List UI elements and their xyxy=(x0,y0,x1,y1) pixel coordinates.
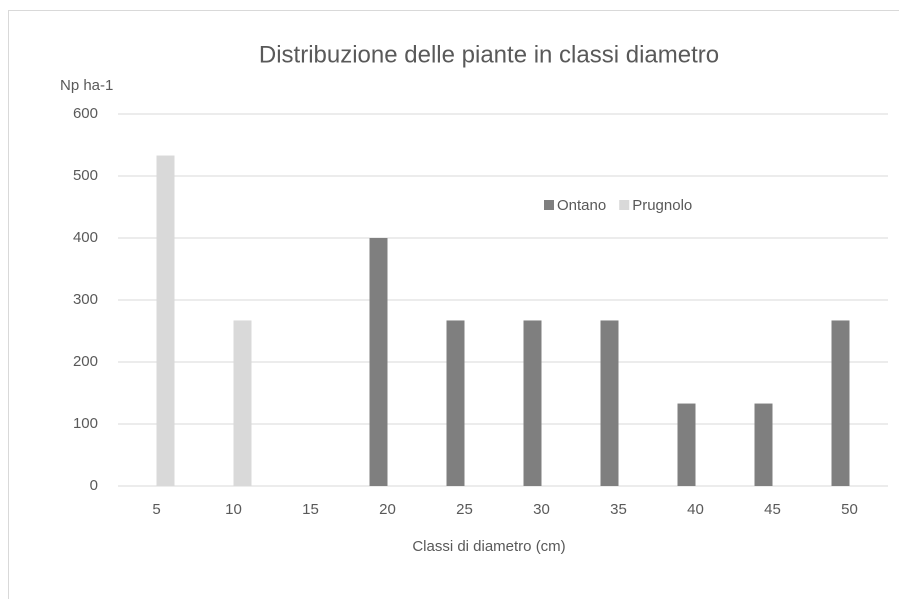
x-tick-label: 15 xyxy=(302,501,319,518)
bar xyxy=(234,320,252,486)
x-tick-label: 25 xyxy=(456,501,473,518)
y-tick-label: 400 xyxy=(73,229,98,246)
bar xyxy=(601,320,619,486)
bar xyxy=(678,404,696,486)
x-tick-label: 40 xyxy=(687,501,704,518)
y-tick-label: 100 xyxy=(73,415,98,432)
y-tick-label: 0 xyxy=(90,477,98,494)
x-tick-label: 50 xyxy=(841,501,858,518)
legend-swatch xyxy=(619,200,629,210)
y-tick-label: 500 xyxy=(73,167,98,184)
bar xyxy=(447,320,465,486)
x-tick-label: 30 xyxy=(533,501,550,518)
legend-label: Ontano xyxy=(557,197,606,214)
legend-swatch xyxy=(544,200,554,210)
bar xyxy=(157,156,175,486)
y-tick-label: 200 xyxy=(73,353,98,370)
y-tick-label: 300 xyxy=(73,291,98,308)
chart-title: Distribuzione delle piante in classi dia… xyxy=(259,41,719,68)
bar xyxy=(370,238,388,486)
x-tick-label: 20 xyxy=(379,501,396,518)
x-tick-label: 5 xyxy=(152,501,160,518)
legend-label: Prugnolo xyxy=(632,197,692,214)
x-axis-label: Classi di diametro (cm) xyxy=(412,538,565,555)
x-tick-label: 10 xyxy=(225,501,242,518)
x-tick-label: 45 xyxy=(764,501,781,518)
y-axis-label: Np ha-1 xyxy=(60,77,113,94)
bar xyxy=(755,404,773,486)
bar xyxy=(832,320,850,486)
y-tick-label: 600 xyxy=(73,105,98,122)
x-tick-label: 35 xyxy=(610,501,627,518)
bar xyxy=(524,320,542,486)
